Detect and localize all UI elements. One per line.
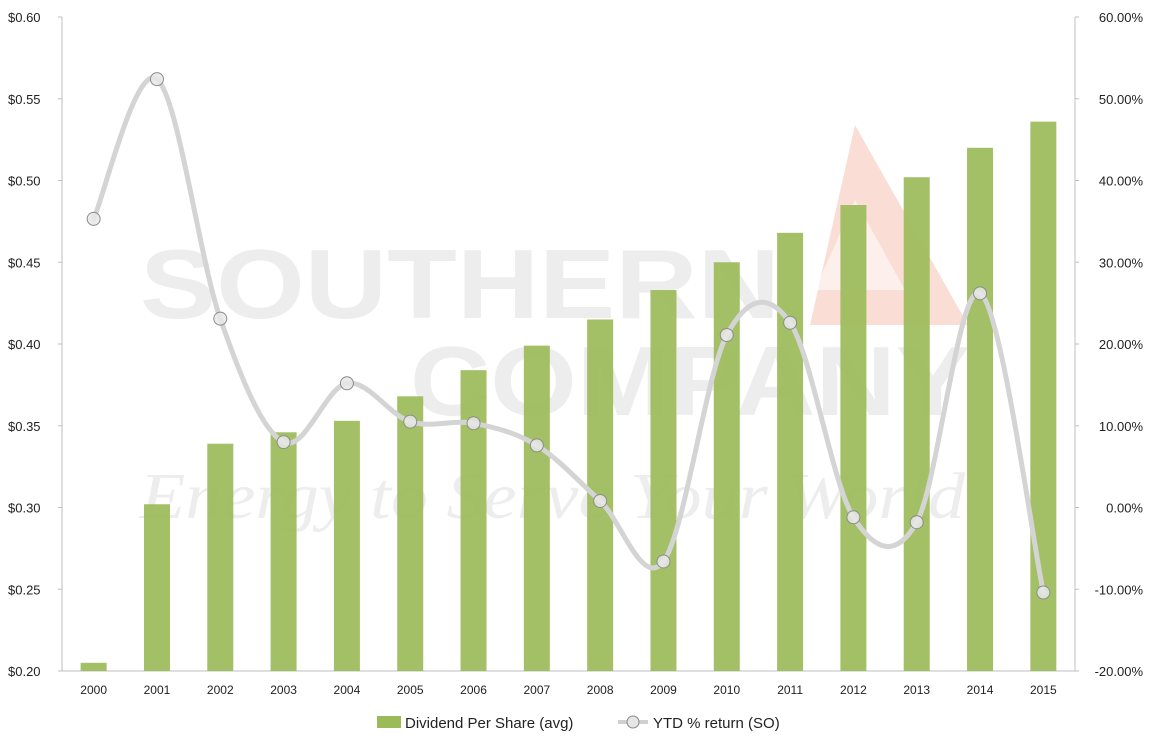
x-tick-label: 2010 <box>713 683 740 697</box>
ytd-point-2007 <box>529 438 544 453</box>
right-tick-label: 30.00% <box>1099 255 1144 270</box>
x-tick-label: 2000 <box>80 683 107 697</box>
x-axis-labels: 2000 2001 2002 2003 2004 2005 2006 2007 2008 2009… <box>80 683 1057 697</box>
x-tick-label: 2003 <box>270 683 297 697</box>
x-tick-label: 2006 <box>460 683 487 697</box>
bar-2004 <box>333 420 360 671</box>
legend-swatch-ytd-marker <box>626 715 640 729</box>
left-tick-label: $0.35 <box>8 419 41 434</box>
right-tick-label: 60.00% <box>1099 10 1144 25</box>
ytd-point-2006 <box>466 416 481 431</box>
right-tick-label: -20.00% <box>1095 664 1144 679</box>
ytd-point-2010 <box>719 328 734 343</box>
ytd-point-2005 <box>403 414 418 429</box>
bar-2001 <box>143 504 170 671</box>
x-tick-label: 2012 <box>840 683 867 697</box>
x-tick-label: 2008 <box>587 683 614 697</box>
ytd-point-2009 <box>656 554 671 569</box>
bar-2014 <box>967 147 994 672</box>
left-tick-label: $0.50 <box>8 174 41 189</box>
watermark-triangle-icon <box>810 125 968 325</box>
legend: Dividend Per Share (avg) YTD % return (S… <box>377 715 780 732</box>
x-tick-label: 2014 <box>967 683 994 697</box>
bar-2013 <box>903 177 930 672</box>
right-tick-label: 50.00% <box>1099 92 1144 107</box>
left-tick-label: $0.25 <box>8 582 41 597</box>
left-tick-label: $0.30 <box>8 501 41 516</box>
watermark-line1: SOUTHERN <box>140 229 780 339</box>
bar-2005 <box>397 396 424 671</box>
left-tick-label: $0.55 <box>8 92 41 107</box>
ytd-point-2003 <box>276 435 291 450</box>
x-tick-label: 2007 <box>523 683 550 697</box>
left-tick-label: $0.60 <box>8 10 41 25</box>
x-tick-label: 2005 <box>397 683 424 697</box>
left-tick-label: $0.45 <box>8 255 41 270</box>
right-tick-label: 40.00% <box>1099 174 1144 189</box>
x-tick-label: 2001 <box>144 683 171 697</box>
left-tick-label: $0.40 <box>8 337 41 352</box>
ytd-return-series-line <box>91 75 1046 596</box>
x-tick-label: 2015 <box>1030 683 1057 697</box>
bar-2012 <box>840 205 867 671</box>
bar-2006 <box>460 370 487 671</box>
ytd-point-2008 <box>593 493 608 508</box>
right-axis-ticks: -20.00% -10.00% 0.00% 10.00% 20.00% 30.00% 40.… <box>1075 10 1143 679</box>
ytd-return-line <box>86 72 1051 600</box>
ytd-point-2004 <box>339 376 354 391</box>
bar-2000 <box>80 662 107 671</box>
ytd-point-2001 <box>149 72 164 87</box>
legend-label-ytd: YTD % return (SO) <box>653 715 780 732</box>
bar-2002 <box>207 443 234 671</box>
x-tick-label: 2011 <box>777 683 803 697</box>
legend-label-dividend: Dividend Per Share (avg) <box>405 715 573 732</box>
bar-2009 <box>650 290 677 671</box>
x-tick-label: 2009 <box>650 683 677 697</box>
right-tick-label: 0.00% <box>1106 501 1143 516</box>
bar-2011 <box>777 232 804 671</box>
ytd-point-2002 <box>213 311 228 326</box>
legend-swatch-dividend <box>377 716 401 728</box>
bar-2003 <box>270 432 297 671</box>
left-tick-label: $0.20 <box>8 664 41 679</box>
right-tick-label: -10.00% <box>1095 582 1144 597</box>
right-tick-label: 10.00% <box>1099 419 1144 434</box>
watermark-line2: COMPANY <box>410 326 970 436</box>
x-tick-label: 2004 <box>334 683 361 697</box>
ytd-point-2000 <box>86 211 101 226</box>
x-tick-label: 2013 <box>903 683 930 697</box>
ytd-point-2012 <box>846 510 861 525</box>
x-tick-label: 2002 <box>207 683 234 697</box>
left-axis-ticks: $0.20 $0.25 $0.30 $0.35 $0.40 $0.45 $0.50 $0.55… <box>8 10 62 679</box>
bar-2007 <box>523 345 550 671</box>
ytd-point-2013 <box>909 515 924 530</box>
ytd-point-2015 <box>1036 585 1051 600</box>
right-tick-label: 20.00% <box>1099 337 1144 352</box>
ytd-point-2014 <box>973 286 988 301</box>
ytd-point-2011 <box>783 315 798 330</box>
